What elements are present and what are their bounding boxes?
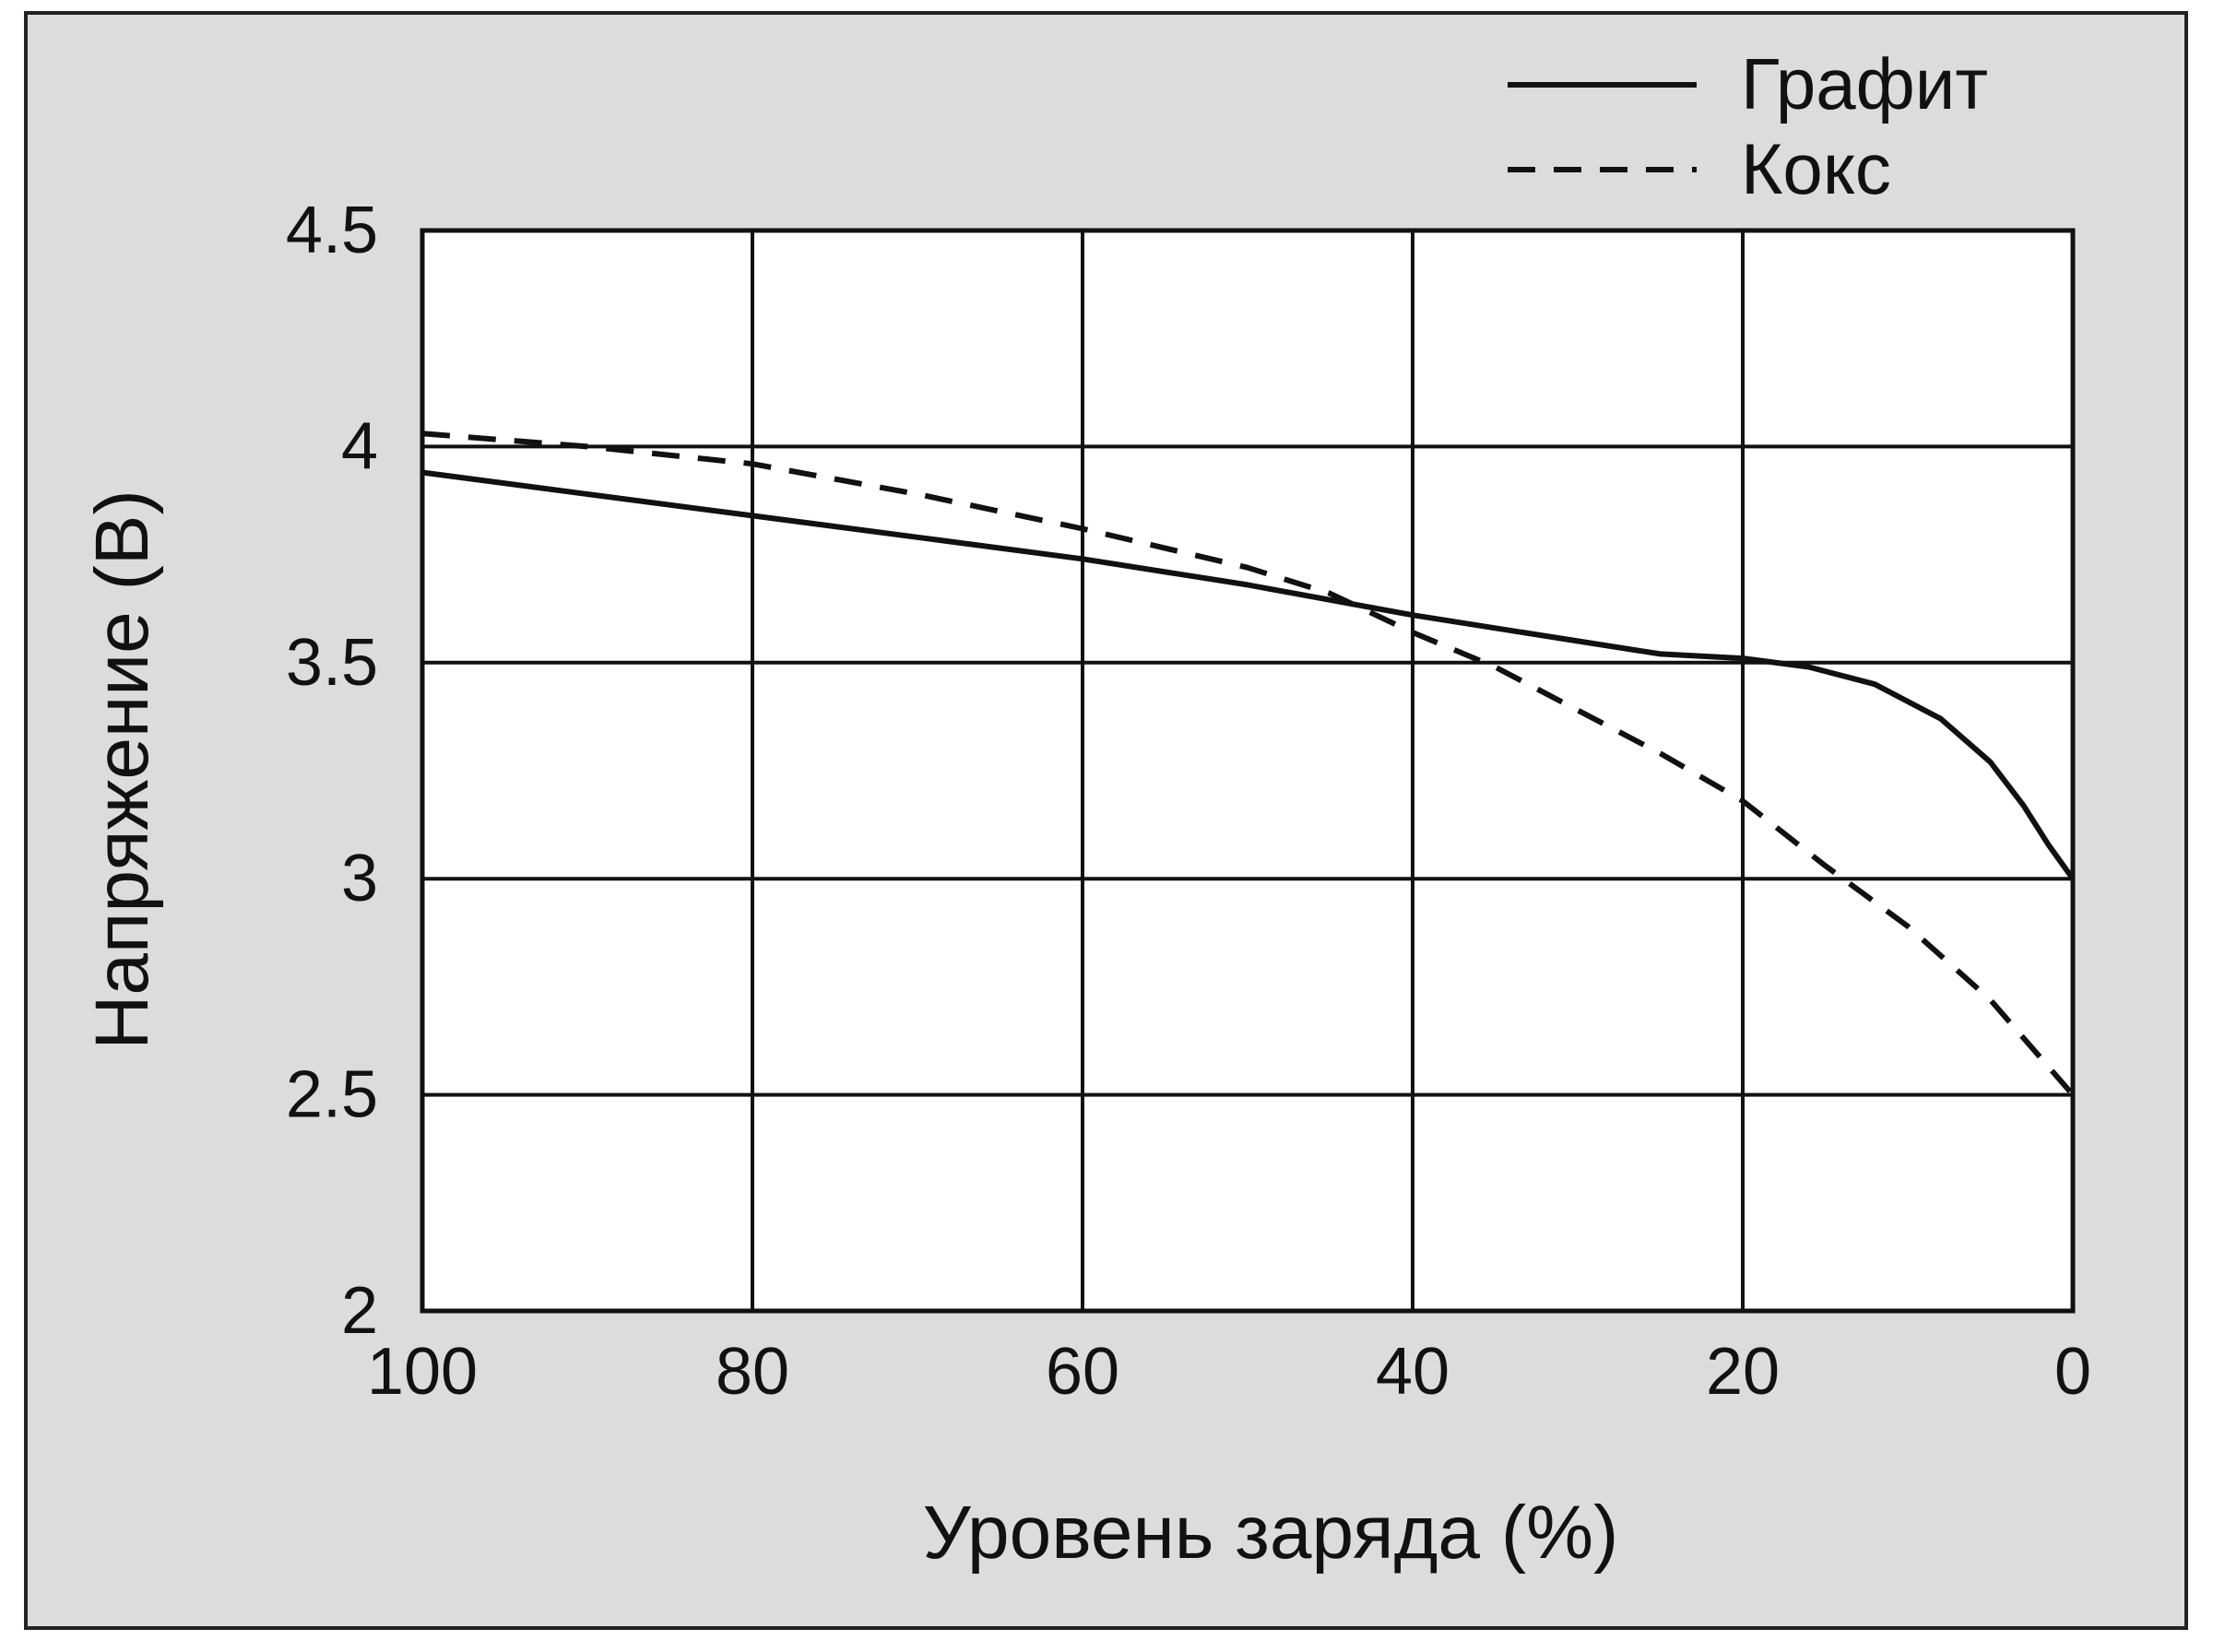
- y-tick-label: 4.5: [286, 194, 378, 267]
- x-tick-label: 80: [716, 1335, 789, 1409]
- y-tick-labels: 2 2.5 3 3.5 4 4.5: [286, 194, 378, 1348]
- y-tick-label: 3.5: [286, 626, 378, 700]
- legend-label-2: Кокс: [1741, 128, 1891, 209]
- x-tick-label: 40: [1376, 1335, 1450, 1409]
- x-tick-label: 60: [1046, 1335, 1119, 1409]
- y-tick-label: 3: [341, 842, 378, 915]
- x-tick-label: 0: [2054, 1335, 2091, 1409]
- series-line-1: [421, 469, 2076, 880]
- series-layer: [421, 431, 2076, 1097]
- plot-border: [420, 228, 2076, 1314]
- x-tick-label: 20: [1706, 1335, 1780, 1409]
- series-line-2: [421, 431, 2076, 1097]
- legend-label-1: Графит: [1741, 43, 1988, 124]
- y-axis-label: Напряжение (В): [80, 490, 164, 1050]
- x-axis-label: Уровень заряда (%): [923, 1491, 1619, 1575]
- x-tick-label: 100: [367, 1335, 478, 1409]
- x-tick-labels: 100 80 60 40 20 0: [367, 1335, 2091, 1409]
- plot-area: [422, 230, 2073, 1311]
- y-tick-label: 2: [341, 1274, 378, 1348]
- y-tick-label: 2.5: [286, 1058, 378, 1132]
- y-tick-label: 4: [341, 409, 378, 483]
